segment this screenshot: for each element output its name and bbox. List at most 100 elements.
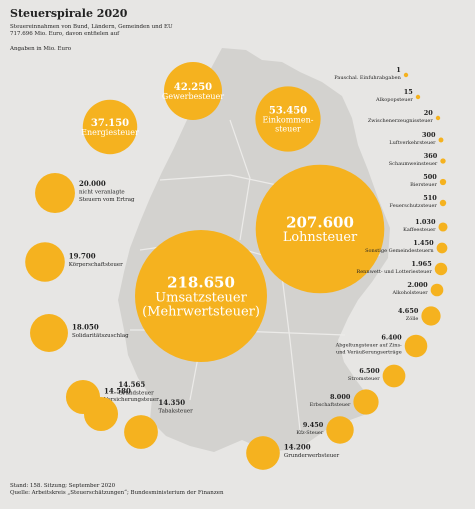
bubble bbox=[435, 115, 441, 121]
bubble-name: Zölle bbox=[406, 316, 419, 322]
bubble-value: 9.450 bbox=[303, 421, 324, 429]
bubble bbox=[438, 137, 444, 143]
bubble bbox=[82, 99, 138, 155]
bubble-name: Grunderwerbsteuer bbox=[284, 453, 340, 459]
bubble bbox=[255, 86, 321, 152]
bubble-value: 15 bbox=[404, 88, 414, 96]
bubble-name: Biersteuer bbox=[410, 182, 437, 188]
bubble bbox=[83, 396, 119, 432]
bubble bbox=[430, 283, 444, 297]
bubble bbox=[421, 306, 441, 326]
chart-subtitle: Steuereinnahmen von Bund, Ländern, Gemei… bbox=[10, 24, 220, 38]
bubble bbox=[439, 178, 447, 186]
footer-source: Quelle: Arbeitskreis „Steuerschätzungen“… bbox=[10, 490, 224, 496]
bubble-value: 6.400 bbox=[381, 334, 402, 342]
bubble-value: 19.700 bbox=[69, 252, 96, 261]
bubble-name: Energiesteuer bbox=[81, 128, 139, 137]
bubble-name: nicht veranlagte bbox=[79, 190, 125, 196]
bubble-value: 53.450 bbox=[269, 106, 307, 117]
bubble bbox=[440, 158, 446, 164]
bubble bbox=[35, 173, 75, 213]
bubble-value: 207.600 bbox=[286, 213, 354, 231]
bubble-name: Rennwett- und Lotteriesteuer bbox=[356, 269, 432, 275]
bubble-name: Einkommen- bbox=[263, 116, 314, 125]
bubble bbox=[246, 436, 280, 470]
bubble-value: 6.500 bbox=[359, 367, 380, 375]
bubble-group: 14.350 Tabaksteuer bbox=[124, 398, 193, 449]
bubble-value: 4.650 bbox=[398, 307, 419, 315]
bubble-name: Pauschal. Einfuhrabgaben bbox=[334, 75, 401, 81]
bubble-name: Umsatzsteuer bbox=[155, 290, 247, 305]
chart-footer: Stand: 158. Sitzung; September 2020 Quel… bbox=[10, 483, 224, 497]
bubble-value: 218.650 bbox=[167, 273, 235, 291]
bubble bbox=[438, 222, 448, 232]
bubble bbox=[326, 416, 354, 444]
bubble bbox=[25, 242, 65, 282]
bubble-name: Tabaksteuer bbox=[158, 409, 193, 415]
bubble-value: 300 bbox=[422, 131, 436, 139]
bubble-value: 18.050 bbox=[72, 323, 99, 332]
unit-note: Angaben in Mio. Euro bbox=[10, 46, 72, 52]
bubble-name: Kaffeesteuer bbox=[403, 227, 436, 233]
bubble-value: 14.565 bbox=[118, 380, 145, 389]
bubble bbox=[436, 242, 448, 254]
bubble bbox=[353, 389, 379, 415]
bubble-value: 2.000 bbox=[407, 281, 428, 289]
bubble bbox=[403, 72, 409, 78]
bubble-name: Luftverkehrsteuer bbox=[389, 140, 436, 146]
bubble-name: Erbschaftsteuer bbox=[310, 402, 351, 408]
bubble bbox=[404, 334, 428, 358]
bubble-name: Solidaritätszuschlag bbox=[72, 333, 129, 339]
bubble bbox=[415, 94, 421, 100]
bubble-name: Grundsteuer bbox=[118, 390, 154, 396]
subtitle-line-2: 717.696 Mio. Euro, davon entfielen auf bbox=[10, 31, 120, 37]
bubble-name: und Veräußerungserträge bbox=[336, 350, 402, 356]
bubble bbox=[163, 61, 223, 121]
bubble-value: 14.580 bbox=[104, 387, 131, 396]
bubble-value: 14.200 bbox=[284, 443, 311, 452]
bubble-value: 14.350 bbox=[158, 398, 185, 407]
footer-status: Stand: 158. Sitzung; September 2020 bbox=[10, 483, 116, 489]
bubble-value: 20.000 bbox=[79, 179, 106, 188]
bubble-value: 20 bbox=[424, 109, 434, 117]
bubble-name: Alkopopsteuer bbox=[375, 97, 413, 103]
bubble-name: Feuerschutzsteuer bbox=[390, 203, 438, 209]
bubble bbox=[124, 415, 158, 449]
bubble bbox=[434, 262, 448, 276]
bubble-value: 1.965 bbox=[411, 260, 432, 268]
bubble-name: Schaumweinsteuer bbox=[389, 161, 438, 167]
bubble bbox=[30, 314, 68, 352]
bubble bbox=[135, 230, 267, 362]
bubble-name: Sonstige Gemeindesteuern bbox=[365, 248, 434, 254]
bubble bbox=[439, 199, 447, 207]
bubble-value: 360 bbox=[424, 152, 438, 160]
bubble-value: 42.250 bbox=[174, 82, 212, 93]
bubble-value: 37.150 bbox=[91, 118, 129, 129]
bubble-name: Alkoholsteuer bbox=[392, 290, 429, 296]
bubble-name: Versicherungsteuer bbox=[103, 397, 159, 403]
bubble-name: Abgeltungsteuer auf Zins- bbox=[335, 343, 402, 349]
